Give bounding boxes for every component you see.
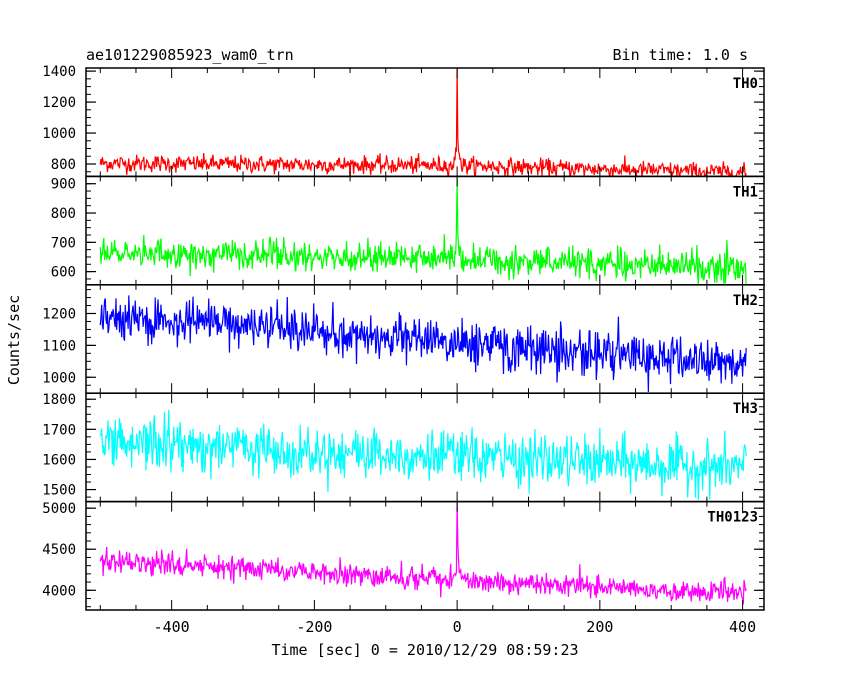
y-tick-label: 4500 [42, 542, 76, 558]
y-tick-label: 1100 [42, 338, 76, 354]
panel-label-th0: TH0 [733, 76, 758, 92]
panels-group: 800 1000 1200 1400 TH0 600 700 800 900 TH1 1000 110… [42, 64, 765, 636]
y-tick-label: 800 [51, 206, 76, 222]
x-tick-label: -400 [154, 618, 190, 636]
panel-frame-th0123 [85, 500, 765, 611]
panel-label-th0123: TH0123 [707, 510, 758, 526]
panel-label-th2: TH2 [733, 293, 758, 309]
y-tick-label: 5000 [42, 501, 76, 517]
x-tick-label: -200 [296, 618, 332, 636]
y-tick-label: 1200 [42, 306, 76, 322]
series-line-th1 [99, 177, 747, 285]
y-tick-label: 800 [51, 157, 76, 173]
y-tick-label: 1600 [42, 452, 76, 468]
series-line-th0 [99, 68, 747, 177]
series-line-th0123 [99, 501, 747, 605]
y-tick-label: 900 [51, 177, 76, 193]
chart-title: ae101229085923_wam0_trn [86, 46, 294, 64]
x-tick-label: 200 [586, 618, 613, 636]
y-tick-label: 1700 [42, 422, 76, 438]
y-tick-label: 1000 [42, 126, 76, 142]
series-line-th2 [99, 295, 747, 393]
bin-time-label: Bin time: 1.0 s [613, 46, 748, 64]
y-tick-label: 1400 [42, 64, 76, 80]
y-axis-label: Counts/sec [5, 295, 23, 385]
x-tick-label: 0 [453, 618, 462, 636]
y-tick-label: 1500 [42, 483, 76, 499]
y-tick-label: 700 [51, 235, 76, 251]
series-line-th3 [99, 409, 747, 500]
y-tick-label: 4000 [42, 583, 76, 599]
x-tick-label: 400 [729, 618, 756, 636]
y-tick-label: 1800 [42, 392, 76, 408]
panel-label-th1: TH1 [733, 184, 758, 200]
y-tick-label: 600 [51, 265, 76, 281]
y-tick-label: 1000 [42, 370, 76, 386]
y-tick-label: 1200 [42, 95, 76, 111]
x-axis-label: Time [sec] 0 = 2010/12/29 08:59:23 [271, 641, 578, 659]
panel-label-th3: TH3 [733, 401, 758, 417]
